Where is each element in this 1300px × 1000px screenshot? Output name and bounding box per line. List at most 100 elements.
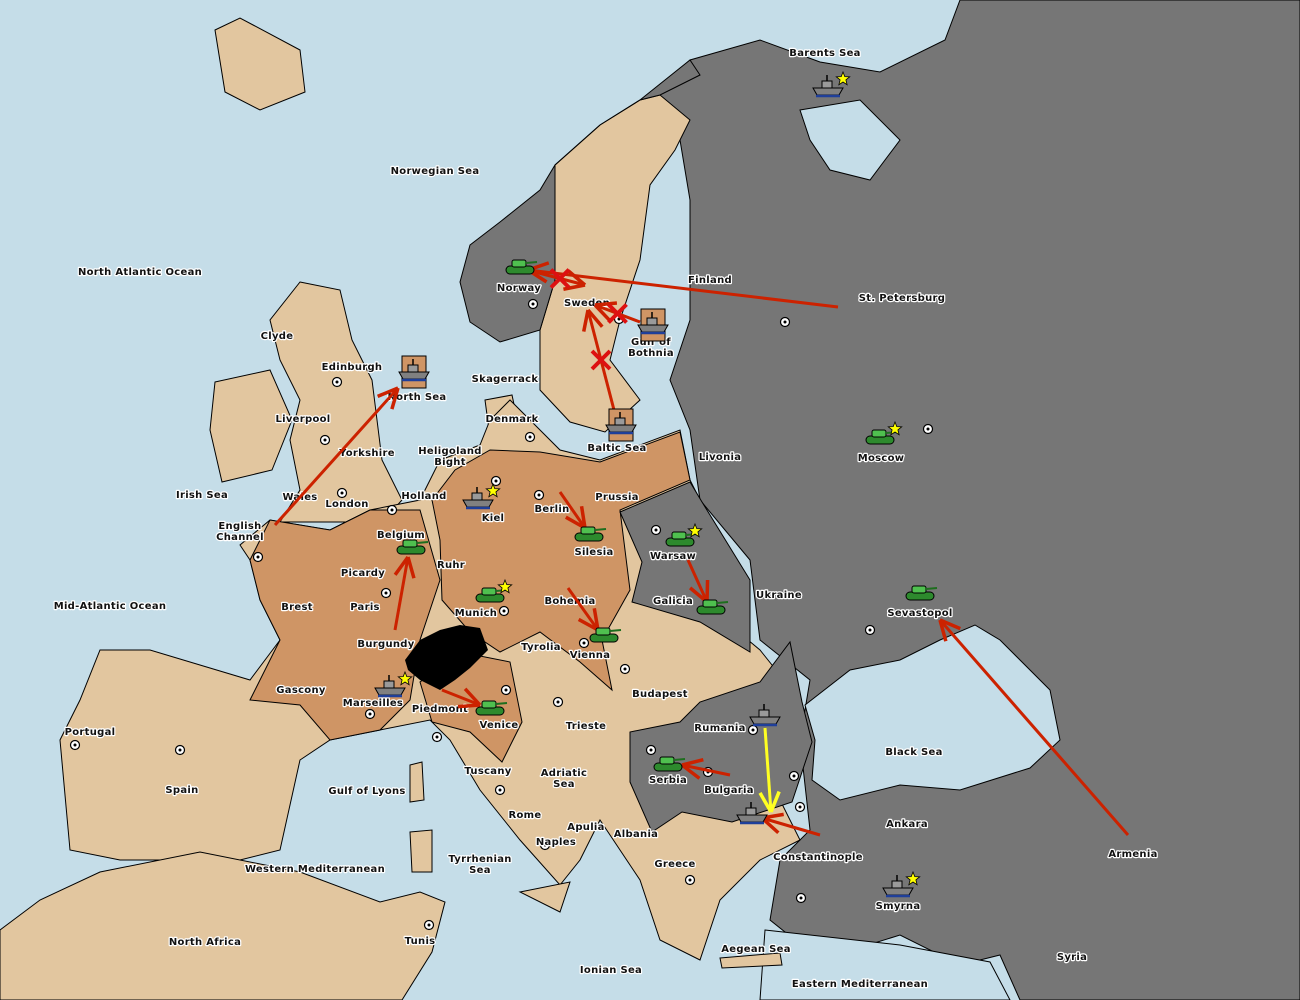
eastern-mediterranean-sea[interactable] <box>759 929 1011 1000</box>
province-label-marseilles[interactable]: Marseilles <box>342 697 404 710</box>
province-label-gascony[interactable]: Gascony <box>275 684 327 697</box>
province-label-norway[interactable]: Norway <box>496 282 542 295</box>
fleet-unit-kiel[interactable] <box>462 482 501 510</box>
province-label-rome[interactable]: Rome <box>507 809 542 822</box>
province-label-albania[interactable]: Albania <box>613 828 660 841</box>
province-label-warsaw[interactable]: Warsaw <box>649 550 697 563</box>
province-label-north-atlantic-ocean[interactable]: North Atlantic Ocean <box>77 266 203 279</box>
province-label-adriatic-sea[interactable]: Adriatic Sea <box>540 767 589 791</box>
fleet-unit-barents-sea[interactable] <box>812 70 851 98</box>
province-label-skagerrack[interactable]: Skagerrack <box>470 373 539 386</box>
province-label-yorkshire[interactable]: Yorkshire <box>337 447 396 460</box>
province-label-clyde[interactable]: Clyde <box>259 330 294 343</box>
province-label-silesia[interactable]: Silesia <box>573 546 614 559</box>
province-label-denmark[interactable]: Denmark <box>484 413 539 426</box>
province-label-moscow[interactable]: Moscow <box>856 452 905 465</box>
province-label-munich[interactable]: Munich <box>454 607 499 620</box>
province-label-tuscany[interactable]: Tuscany <box>463 765 512 778</box>
province-label-tunis[interactable]: Tunis <box>403 935 436 948</box>
province-label-brest[interactable]: Brest <box>280 601 314 614</box>
province-label-ruhr[interactable]: Ruhr <box>436 559 466 572</box>
black-sea[interactable] <box>804 624 1061 801</box>
fleet-unit-smyrna[interactable] <box>882 870 921 898</box>
province-label-armenia[interactable]: Armenia <box>1107 848 1158 861</box>
army-unit-warsaw[interactable] <box>665 522 703 547</box>
province-label-smyrna[interactable]: Smyrna <box>874 900 921 913</box>
province-label-norwegian-sea[interactable]: Norwegian Sea <box>389 165 480 178</box>
province-label-berlin[interactable]: Berlin <box>533 503 570 516</box>
army-unit-galicia[interactable] <box>696 599 729 615</box>
ireland[interactable] <box>209 369 293 483</box>
province-label-english-channel[interactable]: English Channel <box>215 520 265 544</box>
province-label-london[interactable]: London <box>324 498 369 511</box>
province-label-ukraine[interactable]: Ukraine <box>755 589 803 602</box>
province-label-venice[interactable]: Venice <box>478 719 519 732</box>
fleet-unit-gulf-of-bothnia[interactable] <box>637 308 669 342</box>
province-label-eastern-mediterranean[interactable]: Eastern Mediterranean <box>791 978 929 991</box>
province-label-bulgaria[interactable]: Bulgaria <box>703 784 755 797</box>
province-labels: Barents Sea Norwegian Sea North Atlantic O… <box>52 47 1158 991</box>
province-label-western-mediterranean[interactable]: Western Mediterranean <box>244 863 386 876</box>
fleet-unit-marseilles[interactable] <box>374 670 413 698</box>
province-label-finland[interactable]: Finland <box>687 274 733 287</box>
balkans-gray[interactable] <box>629 640 813 833</box>
province-label-heligoland-bight[interactable]: Heligoland Bight <box>417 445 483 469</box>
province-label-bohemia[interactable]: Bohemia <box>543 595 596 608</box>
province-label-constantinople[interactable]: Constantinople <box>772 851 864 864</box>
north-africa[interactable] <box>0 851 446 1000</box>
army-unit-belgium[interactable] <box>396 539 429 555</box>
province-label-apulia[interactable]: Apulia <box>566 821 606 834</box>
province-label-edinburgh[interactable]: Edinburgh <box>320 361 383 374</box>
province-label-galicia[interactable]: Galicia <box>652 595 694 608</box>
fleet-unit-north-sea[interactable] <box>398 355 430 389</box>
province-label-serbia[interactable]: Serbia <box>648 774 688 787</box>
fleet-unit-aegean-sea[interactable] <box>736 802 768 825</box>
province-label-barents-sea[interactable]: Barents Sea <box>788 47 862 60</box>
province-label-naples[interactable]: Naples <box>535 836 577 849</box>
province-label-north-sea[interactable]: North Sea <box>386 391 447 404</box>
province-label-irish-sea[interactable]: Irish Sea <box>175 489 229 502</box>
britain[interactable] <box>269 281 403 523</box>
army-unit-vienna[interactable] <box>589 627 622 643</box>
province-label-portugal[interactable]: Portugal <box>63 726 116 739</box>
province-label-north-africa[interactable]: North Africa <box>168 936 242 949</box>
province-label-ionian-sea[interactable]: Ionian Sea <box>579 964 643 977</box>
army-unit-norway[interactable] <box>505 259 538 275</box>
army-unit-sevastopol[interactable] <box>905 585 938 601</box>
province-label-vienna[interactable]: Vienna <box>569 649 612 662</box>
province-label-belgium[interactable]: Belgium <box>376 529 426 542</box>
province-label-ankara[interactable]: Ankara <box>885 818 929 831</box>
province-label-syria[interactable]: Syria <box>1056 951 1088 964</box>
army-unit-moscow[interactable] <box>865 420 903 445</box>
iceland[interactable] <box>214 17 306 111</box>
province-label-spain[interactable]: Spain <box>164 784 199 797</box>
province-label-prussia[interactable]: Prussia <box>594 491 640 504</box>
province-label-rumania[interactable]: Rumania <box>693 722 746 735</box>
province-label-mid-atlantic-ocean[interactable]: Mid-Atlantic Ocean <box>52 600 167 613</box>
province-label-picardy[interactable]: Picardy <box>340 567 386 580</box>
province-label-black-sea[interactable]: Black Sea <box>884 746 943 759</box>
province-label-piedmont[interactable]: Piedmont <box>411 703 469 716</box>
province-label-burgundy[interactable]: Burgundy <box>356 638 415 651</box>
army-unit-munich[interactable] <box>475 578 513 603</box>
province-label-st-petersburg[interactable]: St. Petersburg <box>858 292 946 305</box>
province-label-greece[interactable]: Greece <box>653 858 696 871</box>
province-label-kiel[interactable]: Kiel <box>481 512 506 525</box>
province-label-trieste[interactable]: Trieste <box>565 720 608 733</box>
fleet-unit-rumania[interactable] <box>749 704 781 727</box>
fleet-unit-baltic-sea[interactable] <box>605 408 637 442</box>
province-label-tyrolia[interactable]: Tyrolia <box>520 641 562 654</box>
province-label-holland[interactable]: Holland <box>400 490 447 503</box>
province-label-sevastopol[interactable]: Sevastopol <box>886 607 953 620</box>
province-label-tyrrhenian-sea[interactable]: Tyrrhenian Sea <box>447 853 512 877</box>
province-label-baltic-sea[interactable]: Baltic Sea <box>586 442 647 455</box>
army-unit-venice[interactable] <box>475 700 508 716</box>
army-unit-serbia[interactable] <box>653 756 686 772</box>
province-label-budapest[interactable]: Budapest <box>631 688 689 701</box>
army-unit-silesia[interactable] <box>574 526 607 542</box>
province-label-aegean-sea[interactable]: Aegean Sea <box>720 943 792 956</box>
province-label-paris[interactable]: Paris <box>349 601 381 614</box>
province-label-livonia[interactable]: Livonia <box>698 451 743 464</box>
province-label-gulf-of-lyons[interactable]: Gulf of Lyons <box>327 785 406 798</box>
province-label-liverpool[interactable]: Liverpool <box>274 413 331 426</box>
